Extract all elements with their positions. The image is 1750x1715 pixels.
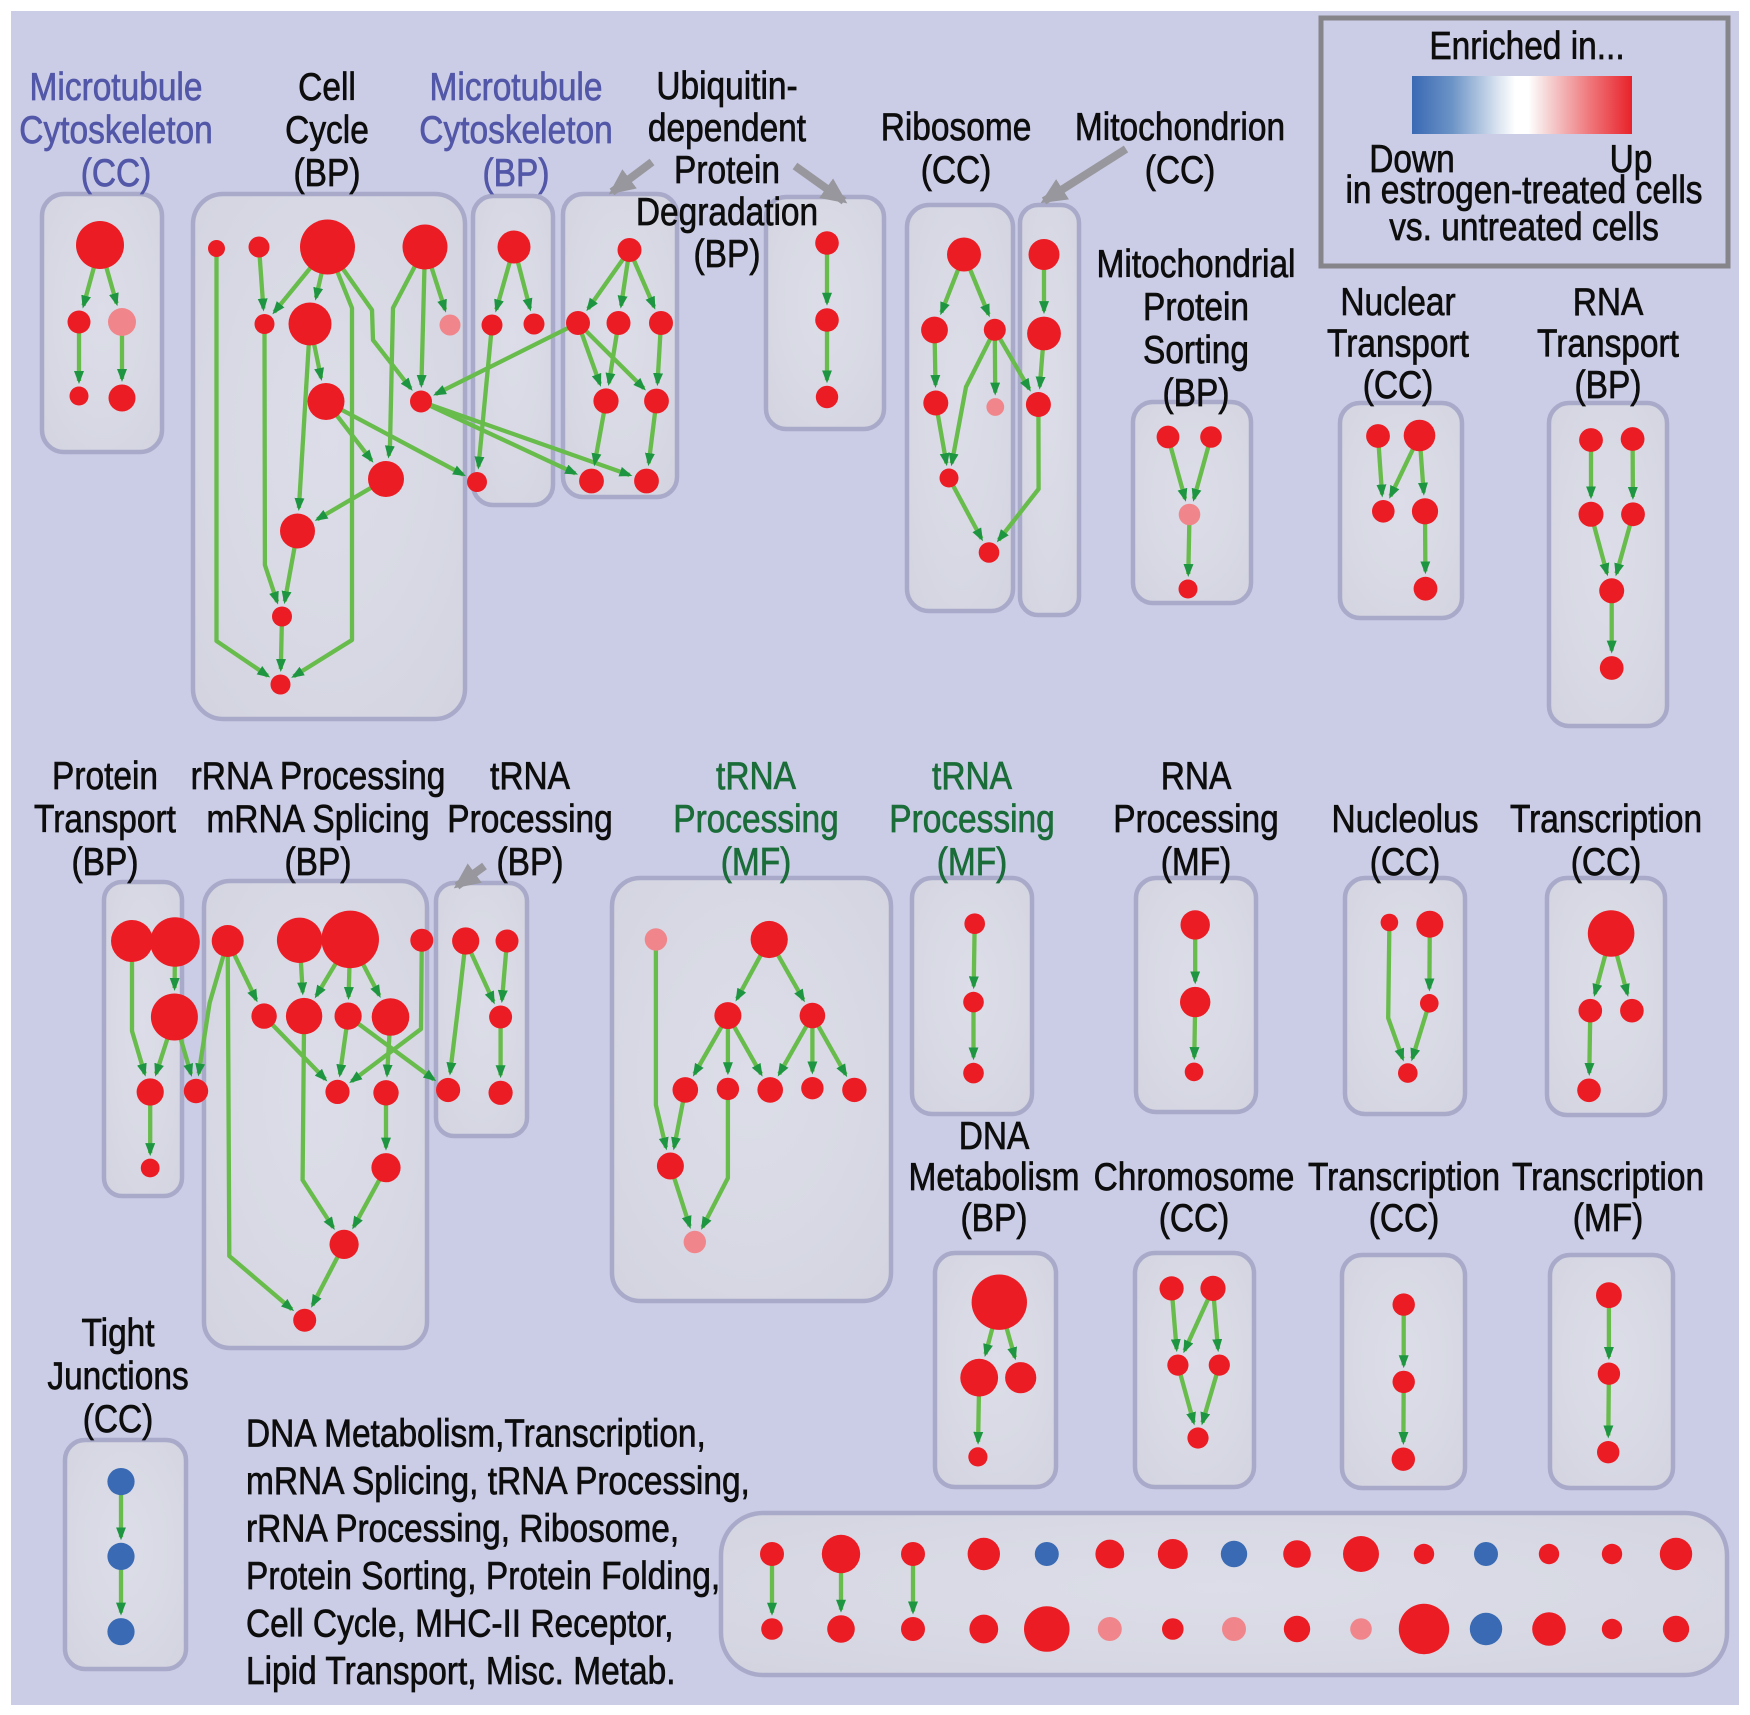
- svg-text:(CC): (CC): [1369, 1196, 1440, 1240]
- svg-text:Tight: Tight: [81, 1311, 154, 1355]
- svg-text:(BP): (BP): [72, 840, 139, 884]
- svg-text:(BP): (BP): [285, 840, 352, 884]
- svg-text:Protein: Protein: [1143, 285, 1249, 329]
- svg-text:DNA: DNA: [959, 1114, 1030, 1158]
- svg-text:dependent: dependent: [648, 106, 806, 150]
- svg-text:Nucleolus: Nucleolus: [1332, 797, 1479, 841]
- svg-text:Sorting: Sorting: [1143, 328, 1249, 372]
- svg-text:Protein Sorting, Protein Foldi: Protein Sorting, Protein Folding,: [246, 1554, 720, 1598]
- svg-text:Cytoskeleton: Cytoskeleton: [419, 108, 612, 152]
- svg-text:Transport: Transport: [1537, 321, 1679, 365]
- svg-text:(CC): (CC): [81, 151, 152, 195]
- svg-text:(CC): (CC): [1159, 1196, 1230, 1240]
- svg-text:DNA Metabolism,Transcription,: DNA Metabolism,Transcription,: [246, 1411, 706, 1455]
- svg-text:(CC): (CC): [921, 148, 992, 192]
- svg-text:(BP): (BP): [483, 151, 550, 195]
- svg-text:(BP): (BP): [961, 1196, 1028, 1240]
- svg-text:(CC): (CC): [83, 1397, 154, 1441]
- svg-text:rRNA Processing: rRNA Processing: [191, 754, 446, 798]
- svg-text:mRNA Splicing, tRNA Processing: mRNA Splicing, tRNA Processing,: [246, 1459, 750, 1503]
- svg-text:(MF): (MF): [1161, 840, 1232, 884]
- svg-text:Down: Down: [1369, 137, 1455, 181]
- svg-text:Enriched in...: Enriched in...: [1429, 24, 1624, 68]
- svg-text:(CC): (CC): [1363, 363, 1434, 407]
- svg-text:Processing: Processing: [889, 797, 1055, 841]
- svg-text:in estrogen-treated cells: in estrogen-treated cells: [1345, 168, 1702, 212]
- svg-text:Processing: Processing: [673, 797, 839, 841]
- svg-text:Ubiquitin-: Ubiquitin-: [656, 64, 797, 108]
- svg-text:(BP): (BP): [694, 232, 761, 276]
- svg-text:(MF): (MF): [721, 840, 792, 884]
- svg-text:Mitochondrial: Mitochondrial: [1097, 242, 1296, 286]
- svg-text:(MF): (MF): [937, 840, 1008, 884]
- svg-text:tRNA: tRNA: [716, 754, 797, 798]
- svg-text:Processing: Processing: [1113, 797, 1279, 841]
- svg-text:(CC): (CC): [1370, 840, 1441, 884]
- svg-text:Cell Cycle, MHC-II Receptor,: Cell Cycle, MHC-II Receptor,: [246, 1601, 674, 1645]
- svg-text:(BP): (BP): [294, 151, 361, 195]
- svg-text:Up: Up: [1610, 137, 1653, 181]
- svg-text:Mitochondrion: Mitochondrion: [1075, 105, 1285, 149]
- svg-text:Lipid Transport, Misc. Metab.: Lipid Transport, Misc. Metab.: [246, 1649, 676, 1693]
- svg-text:tRNA: tRNA: [932, 754, 1013, 798]
- svg-text:Transport: Transport: [34, 797, 176, 841]
- svg-text:tRNA: tRNA: [490, 754, 571, 798]
- svg-text:Ribosome: Ribosome: [881, 105, 1032, 149]
- svg-text:Metabolism: Metabolism: [908, 1155, 1079, 1199]
- svg-text:Nuclear: Nuclear: [1340, 280, 1455, 324]
- svg-text:Processing: Processing: [447, 797, 613, 841]
- svg-text:(BP): (BP): [1163, 371, 1230, 415]
- svg-text:RNA: RNA: [1573, 280, 1644, 324]
- svg-text:Cycle: Cycle: [285, 108, 369, 152]
- svg-text:RNA: RNA: [1161, 754, 1232, 798]
- svg-text:rRNA Processing, Ribosome,: rRNA Processing, Ribosome,: [246, 1506, 679, 1550]
- svg-text:mRNA Splicing: mRNA Splicing: [206, 797, 429, 841]
- svg-text:Chromosome: Chromosome: [1094, 1155, 1295, 1199]
- svg-text:Microtubule: Microtubule: [30, 65, 203, 109]
- svg-text:(MF): (MF): [1573, 1196, 1644, 1240]
- svg-text:Transport: Transport: [1327, 321, 1469, 365]
- svg-text:(CC): (CC): [1145, 148, 1216, 192]
- svg-text:Microtubule: Microtubule: [430, 65, 603, 109]
- svg-text:Degradation: Degradation: [636, 190, 818, 234]
- svg-text:(CC): (CC): [1571, 840, 1642, 884]
- svg-text:Protein: Protein: [52, 754, 158, 798]
- svg-text:Cell: Cell: [298, 65, 356, 109]
- svg-text:Transcription: Transcription: [1510, 797, 1702, 841]
- svg-text:Cytoskeleton: Cytoskeleton: [19, 108, 212, 152]
- svg-text:Transcription: Transcription: [1512, 1155, 1704, 1199]
- svg-text:Junctions: Junctions: [47, 1354, 188, 1398]
- svg-text:Transcription: Transcription: [1308, 1155, 1500, 1199]
- svg-text:(BP): (BP): [1575, 363, 1642, 407]
- svg-text:Protein: Protein: [674, 148, 780, 192]
- svg-text:vs. untreated cells: vs. untreated cells: [1389, 205, 1659, 249]
- svg-text:(BP): (BP): [497, 840, 564, 884]
